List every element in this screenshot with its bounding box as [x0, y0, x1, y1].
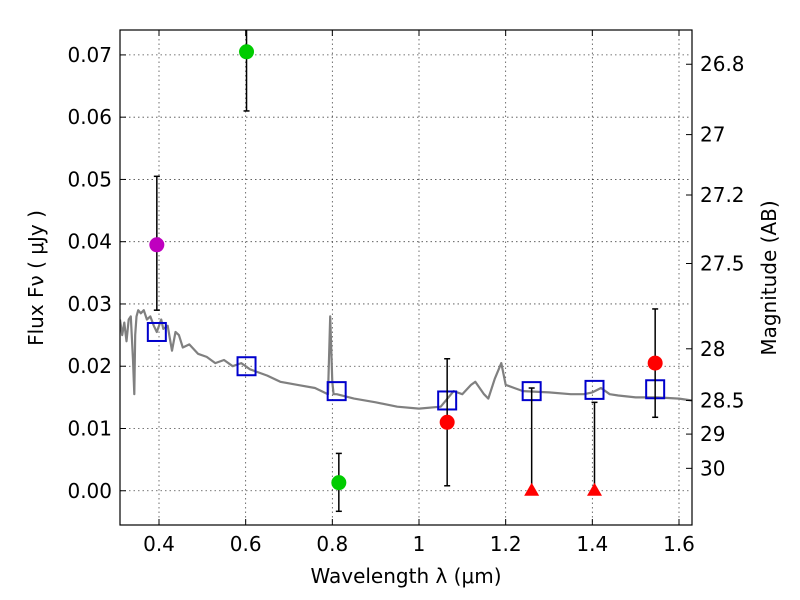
model-photometry-square: [584, 379, 605, 400]
model-photometry-square: [236, 356, 257, 377]
y-tick-label: 0.01: [67, 416, 112, 440]
x-tick-label: 1: [413, 532, 426, 556]
observed-point: [239, 44, 255, 60]
x-tick-label: 1.6: [663, 532, 695, 556]
upper-limit-triangle: [587, 482, 602, 496]
y-axis-title: Flux Fν ( μJy ): [24, 210, 48, 346]
x-tick-label: 0.6: [230, 532, 262, 556]
right-tick-label: 29: [700, 422, 725, 446]
right-tick-label: 30: [700, 456, 725, 480]
y-tick-label: 0.04: [67, 230, 112, 254]
x-tick-label: 0.4: [143, 532, 175, 556]
upper-limit-triangle: [524, 482, 540, 496]
observed-point: [149, 237, 165, 253]
x-tick-label: 1.2: [490, 532, 522, 556]
right-tick-label: 27.2: [700, 183, 745, 207]
plot-area: [120, 30, 692, 513]
right-tick-label: 28: [700, 337, 725, 361]
data-layer: [120, 30, 692, 513]
x-axis-title: Wavelength λ (μm): [310, 564, 501, 588]
right-tick-label: 26.8: [700, 52, 745, 76]
right-axis-title: Magnitude (AB): [757, 200, 781, 355]
x-tick-label: 0.8: [316, 532, 348, 556]
y-tick-label: 0.07: [67, 43, 112, 67]
observed-point: [439, 414, 455, 430]
y-tick-label: 0.03: [67, 292, 112, 316]
model-photometry-square: [146, 321, 167, 342]
y-tick-label: 0.06: [67, 105, 112, 129]
tick-layer: 0.4 0.6 0.8 1 1.2 1.4 1.6 0.00 0.01 0.02 0.03 0.04 0…: [67, 30, 745, 556]
x-tick-label: 1.4: [576, 532, 608, 556]
y-tick-label: 0.02: [67, 354, 112, 378]
right-tick-label: 27.5: [700, 251, 745, 275]
right-tick-label: 27: [700, 123, 725, 147]
y-tick-label: 0.05: [67, 167, 112, 191]
model-sed-line: [120, 309, 692, 410]
y-tick-label: 0.00: [67, 479, 112, 503]
observed-point: [331, 475, 347, 491]
plot-frame: [119, 29, 693, 526]
grid-layer: [120, 30, 692, 525]
observed-point: [647, 355, 663, 371]
model-photometry-square: [326, 381, 347, 402]
right-tick-label: 28.5: [700, 388, 745, 412]
